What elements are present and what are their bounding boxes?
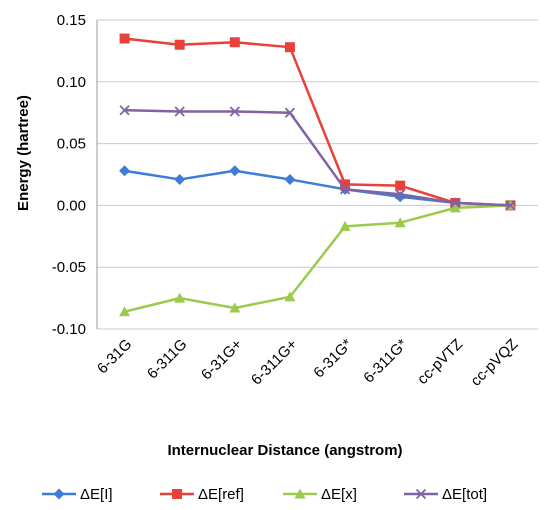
y-tick-label: -0.10: [52, 321, 86, 338]
legend-label: ΔE[x]: [321, 486, 357, 503]
data-point: [395, 181, 405, 191]
data-point: [285, 42, 295, 52]
series-3: [120, 106, 515, 210]
y-tick-label: -0.05: [52, 259, 86, 276]
y-axis-title: Energy (hartree): [15, 95, 32, 211]
x-tick-label: cc-pVTZ: [414, 336, 466, 388]
x-tick-label: 6-311G+: [248, 336, 301, 389]
x-tick-label: cc-pVQZ: [467, 336, 521, 390]
legend-marker: [54, 489, 65, 500]
x-axis-title: Internuclear Distance (angstrom): [167, 442, 402, 459]
x-tick-label: 6-31G+: [198, 336, 246, 384]
x-tick-label: 6-311G: [144, 336, 191, 383]
x-tick-label: 6-311G*: [360, 336, 411, 387]
series-group: [119, 34, 516, 317]
legend-item: ΔE[I]: [42, 486, 113, 503]
y-tick-label: 0.05: [57, 136, 86, 153]
legend-marker: [172, 489, 182, 499]
legend-label: ΔE[I]: [80, 486, 113, 503]
data-point: [174, 174, 185, 185]
data-point: [230, 37, 240, 47]
y-tick-labels: -0.10 -0.05 0.00 0.05 0.10 0.15: [52, 12, 86, 338]
legend-label: ΔE[ref]: [198, 486, 244, 503]
gridlines: [97, 20, 538, 329]
x-tick-label: 6-31G*: [310, 336, 356, 382]
series-line: [125, 110, 511, 205]
data-point: [175, 40, 185, 50]
y-tick-label: 0.15: [57, 12, 86, 29]
data-point: [284, 174, 295, 185]
legend-item: ΔE[x]: [283, 486, 357, 503]
legend: ΔE[I] ΔE[ref] ΔE[x] ΔE[tot]: [42, 486, 487, 503]
series-2: [119, 200, 516, 316]
x-tick-label: 6-31G: [94, 336, 136, 378]
series-line: [125, 205, 511, 311]
data-point: [229, 165, 240, 176]
legend-label: ΔE[tot]: [442, 486, 487, 503]
data-point: [120, 34, 130, 44]
legend-item: ΔE[ref]: [160, 486, 244, 503]
legend-item: ΔE[tot]: [404, 486, 487, 503]
x-tick-labels: 6-31G6-311G6-31G+6-311G+6-31G*6-311G*cc-…: [94, 336, 521, 390]
y-tick-label: 0.10: [57, 74, 86, 91]
data-point: [119, 165, 130, 176]
y-tick-label: 0.00: [57, 197, 86, 214]
